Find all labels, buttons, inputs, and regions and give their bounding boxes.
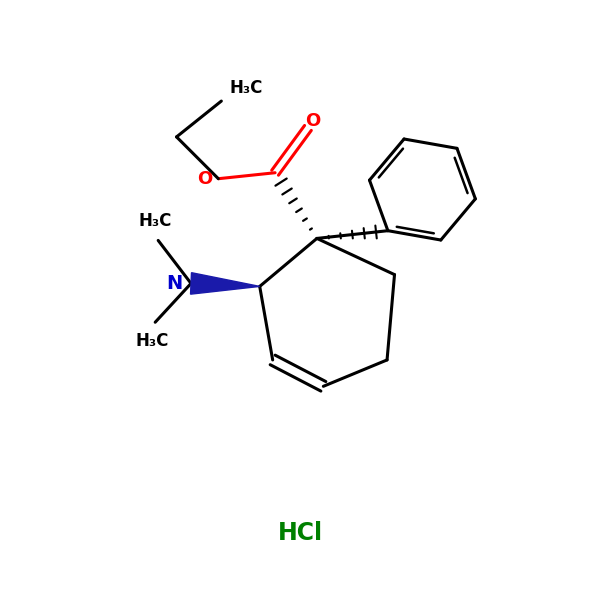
Text: H₃C: H₃C (139, 212, 172, 230)
Text: N: N (166, 274, 182, 293)
Text: H₃C: H₃C (230, 79, 263, 97)
Text: O: O (305, 112, 320, 130)
Text: HCl: HCl (277, 521, 323, 545)
Text: O: O (197, 170, 213, 188)
Text: H₃C: H₃C (136, 332, 169, 350)
Polygon shape (191, 272, 260, 294)
